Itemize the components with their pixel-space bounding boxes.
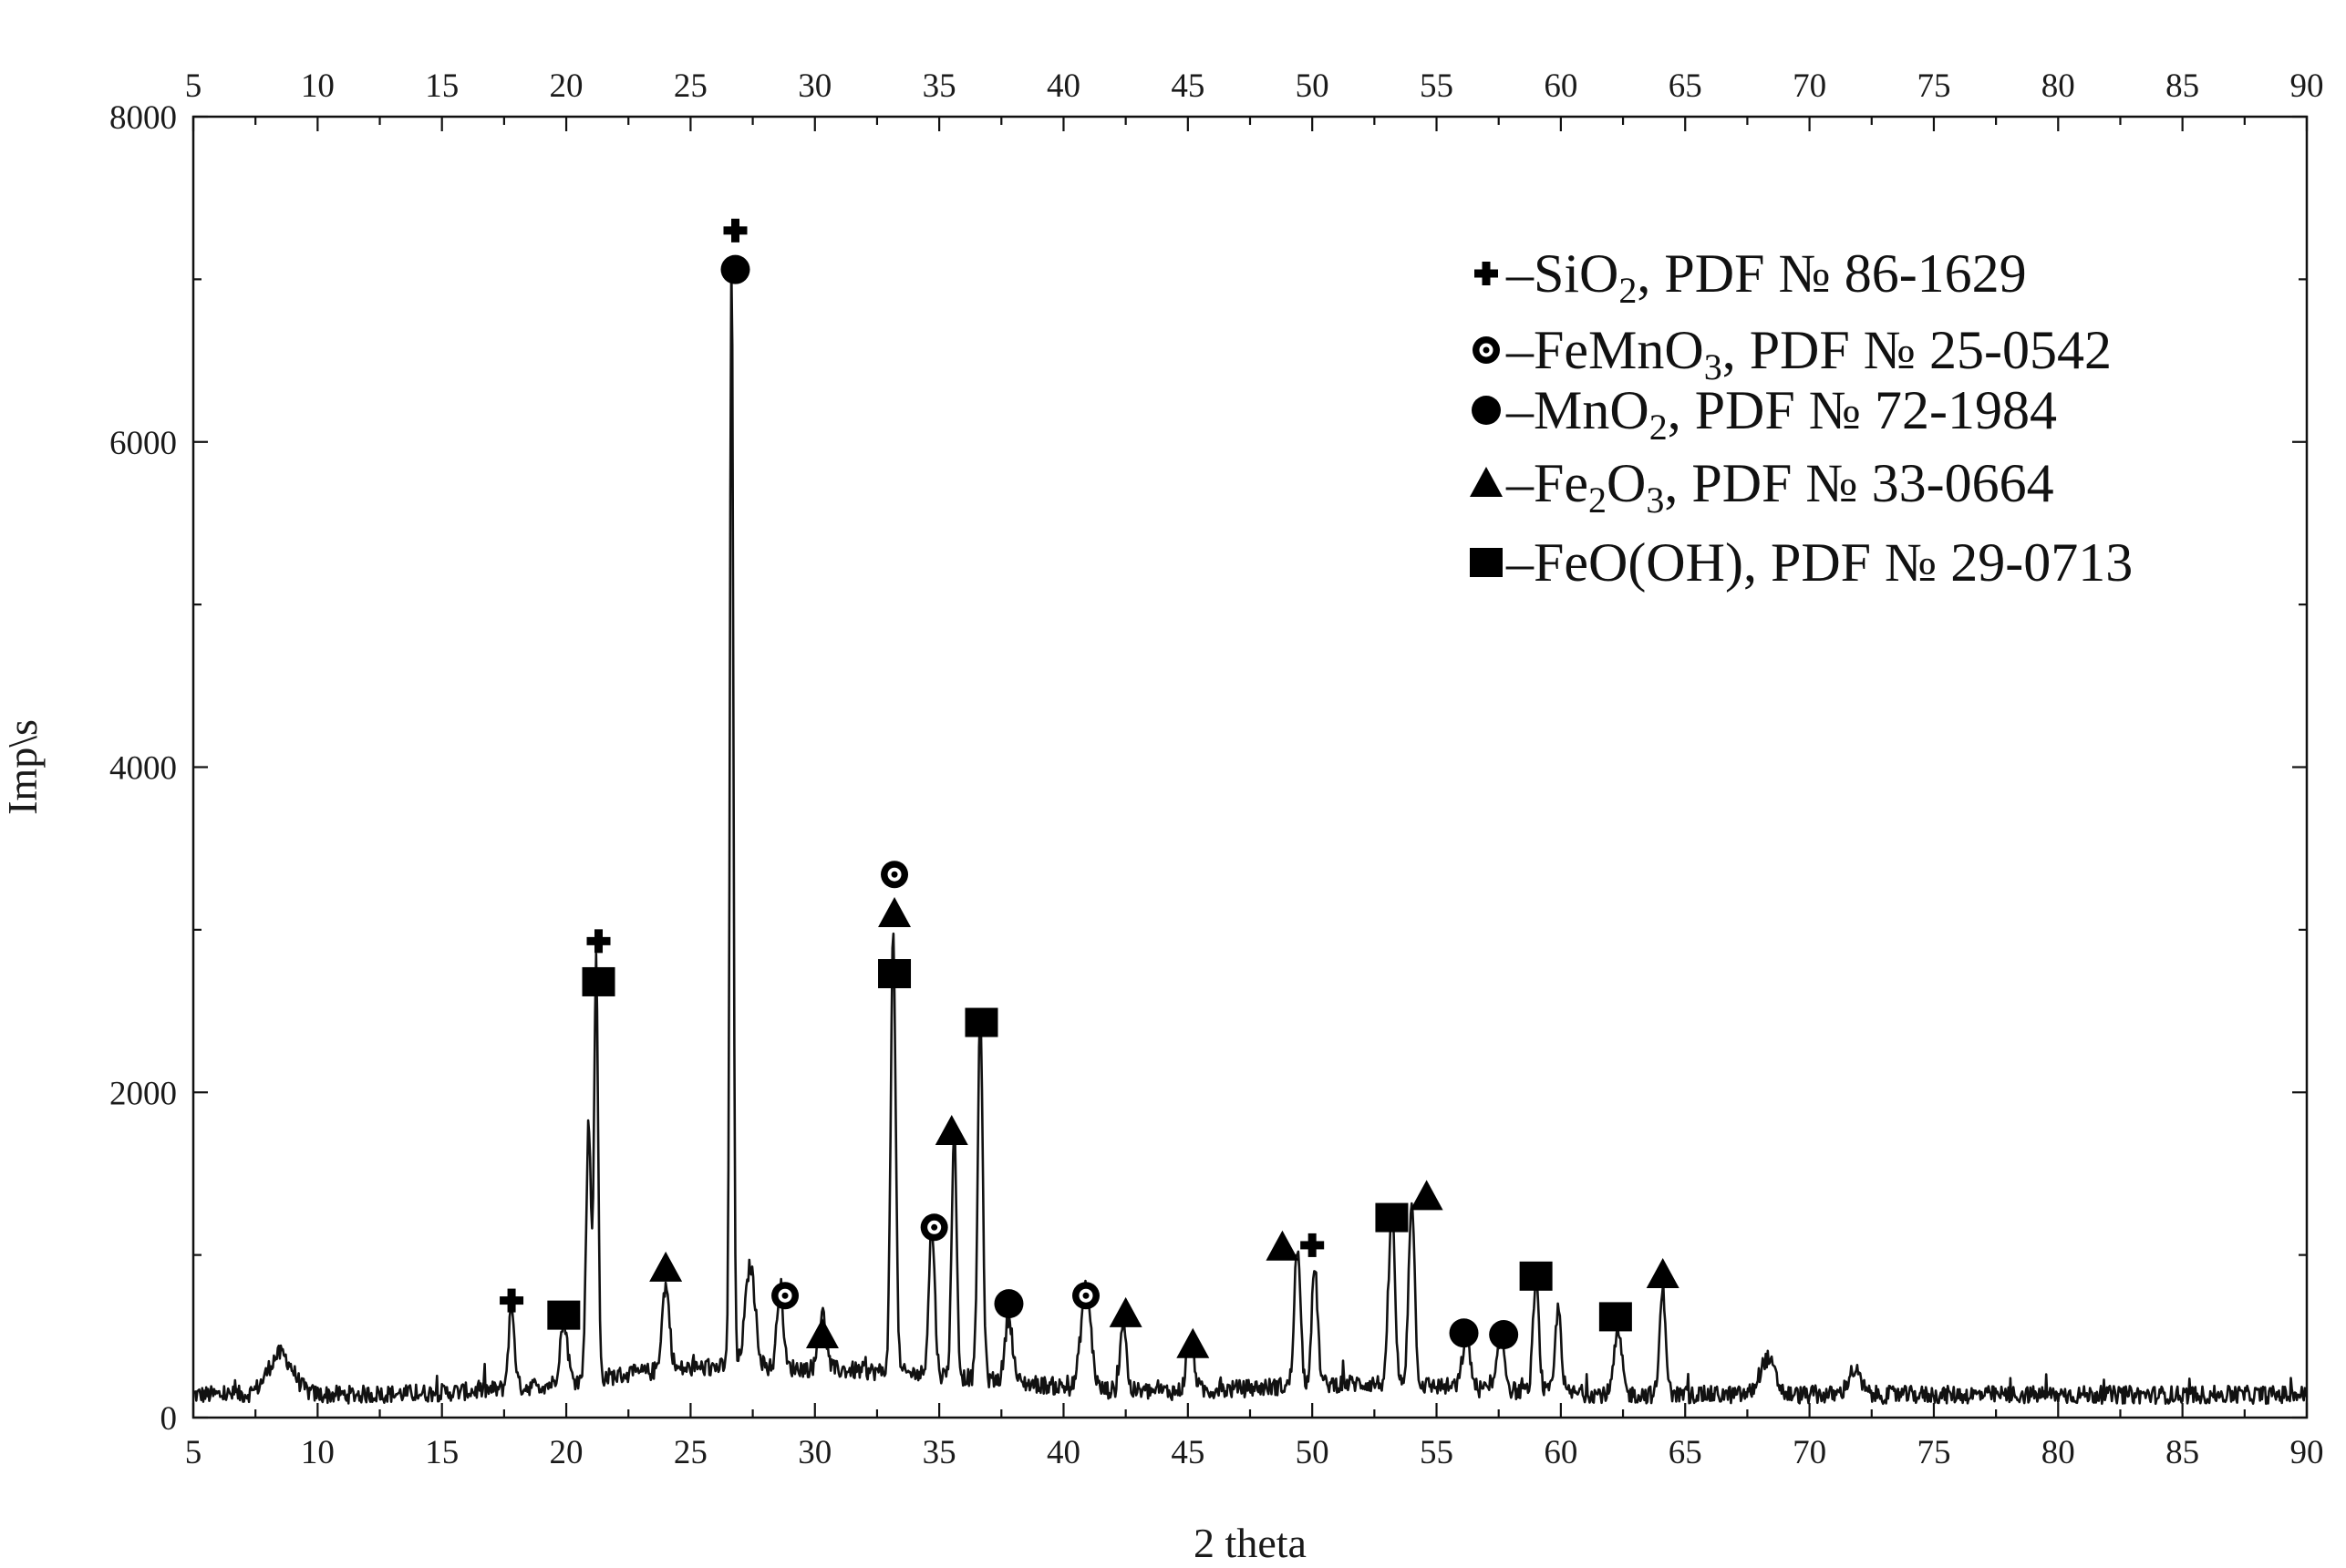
plus-marker (500, 1288, 524, 1313)
x-tick-label-top: 30 (798, 67, 832, 105)
dot-marker (720, 254, 750, 284)
ring-marker (1072, 1282, 1101, 1310)
legend-label: –Fe2O3, PDF № 33-0664 (1505, 453, 2054, 521)
tick-labels: 5510101515202025253030353540404545505055… (109, 67, 2324, 1471)
legend-entry: –FeMnO3, PDF № 25-0542 (1473, 320, 2112, 387)
square-marker (878, 959, 912, 989)
legend-label: –SiO2, PDF № 86-1629 (1505, 243, 2027, 311)
x-tick-label-top: 20 (550, 67, 584, 105)
y-tick-label: 0 (160, 1400, 178, 1438)
square-marker (1519, 1261, 1553, 1291)
y-tick-label: 4000 (109, 750, 177, 788)
x-tick-label-top: 40 (1047, 67, 1080, 105)
x-tick-label-top: 85 (2165, 67, 2199, 105)
x-tick-label: 50 (1296, 1434, 1329, 1471)
square-marker (582, 966, 615, 996)
dot-legend-icon (1472, 396, 1501, 425)
legend-entry: –Fe2O3, PDF № 33-0664 (1470, 453, 2054, 521)
x-tick-label-top: 75 (1917, 67, 1950, 105)
square-marker (547, 1300, 581, 1330)
x-tick-label-top: 5 (185, 67, 202, 105)
legend-entry: –FeO(OH), PDF № 29-0713 (1470, 532, 2133, 593)
x-tick-label: 5 (185, 1434, 202, 1471)
x-tick-label: 40 (1047, 1434, 1080, 1471)
x-tick-label-top: 35 (923, 67, 956, 105)
x-tick-label: 90 (2290, 1434, 2324, 1471)
x-tick-label: 55 (1420, 1434, 1453, 1471)
y-tick-label: 6000 (109, 425, 177, 462)
x-axis-title: 2 theta (1194, 1520, 1307, 1566)
y-axis-title: Imp\s (0, 719, 46, 815)
plus-marker (586, 929, 611, 954)
x-tick-label: 75 (1917, 1434, 1950, 1471)
plus-marker (1300, 1233, 1325, 1257)
x-tick-label: 85 (2165, 1434, 2199, 1471)
x-tick-label-top: 15 (425, 67, 459, 105)
plus-legend-icon (1474, 262, 1498, 285)
x-tick-label-top: 50 (1296, 67, 1329, 105)
x-tick-label: 65 (1669, 1434, 1702, 1471)
x-tick-label: 80 (2041, 1434, 2075, 1471)
x-tick-label: 15 (425, 1434, 459, 1471)
axis-ticks (191, 115, 2309, 1419)
x-tick-label: 20 (550, 1434, 584, 1471)
x-tick-label: 60 (1544, 1434, 1577, 1471)
dot-marker (1449, 1318, 1479, 1348)
x-tick-label-top: 65 (1669, 67, 1702, 105)
triangle-marker (878, 897, 912, 928)
x-tick-label-top: 10 (301, 67, 335, 105)
legend-label: –MnO2, PDF № 72-1984 (1505, 380, 2057, 448)
triangle-legend-icon (1470, 467, 1503, 497)
legend-label: –FeMnO3, PDF № 25-0542 (1505, 320, 2112, 387)
x-tick-label: 30 (798, 1434, 832, 1471)
ring-marker (881, 861, 909, 889)
legend-label: –FeO(OH), PDF № 29-0713 (1505, 532, 2133, 593)
x-tick-label-top: 90 (2290, 67, 2324, 105)
dot-marker (994, 1289, 1024, 1319)
legend: –SiO2, PDF № 86-1629 –FeMnO3, PDF № 25-05… (1470, 243, 2133, 593)
triangle-marker (805, 1318, 839, 1349)
triangle-marker (1410, 1180, 1443, 1211)
triangle-marker (935, 1115, 968, 1146)
triangle-marker (649, 1251, 683, 1282)
x-tick-label-top: 70 (1793, 67, 1826, 105)
legend-entry: –MnO2, PDF № 72-1984 (1472, 380, 2057, 448)
ring-marker (920, 1213, 948, 1242)
x-tick-label: 35 (923, 1434, 956, 1471)
x-tick-label-top: 45 (1171, 67, 1204, 105)
legend-entry: –SiO2, PDF № 86-1629 (1474, 243, 2027, 311)
x-tick-label: 70 (1793, 1434, 1826, 1471)
x-tick-label: 25 (674, 1434, 708, 1471)
x-tick-label-top: 80 (2041, 67, 2075, 105)
triangle-marker (1266, 1230, 1299, 1261)
x-tick-label: 45 (1171, 1434, 1204, 1471)
ring-legend-icon (1473, 336, 1500, 364)
plus-marker (723, 218, 748, 242)
square-legend-icon (1470, 548, 1503, 577)
ring-marker (771, 1282, 800, 1310)
plot-frame (191, 115, 2309, 1419)
diffraction-trace (192, 261, 2309, 1406)
square-marker (1598, 1302, 1632, 1332)
x-tick-label-top: 55 (1420, 67, 1453, 105)
y-tick-label: 8000 (109, 99, 177, 137)
phase-markers (500, 218, 1679, 1358)
x-tick-label: 10 (301, 1434, 335, 1471)
dot-marker (1489, 1320, 1519, 1350)
x-tick-label-top: 25 (674, 67, 708, 105)
x-tick-label-top: 60 (1544, 67, 1577, 105)
triangle-marker (1646, 1258, 1679, 1289)
square-marker (965, 1007, 998, 1037)
y-tick-label: 2000 (109, 1075, 177, 1112)
square-marker (1375, 1202, 1409, 1233)
triangle-marker (1109, 1296, 1142, 1327)
triangle-marker (1176, 1327, 1210, 1358)
